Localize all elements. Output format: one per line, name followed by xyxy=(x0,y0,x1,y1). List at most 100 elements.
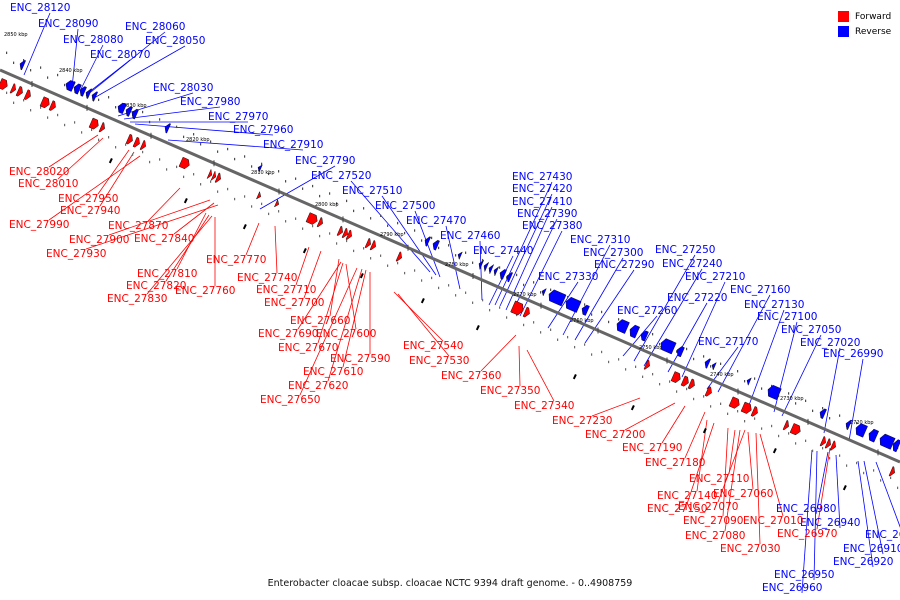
forward-gene-label: ENC_27070 xyxy=(678,501,738,513)
track-dot xyxy=(98,138,100,142)
forward-gene-label: ENC_27660 xyxy=(290,315,350,327)
track-dot xyxy=(142,150,144,154)
track-dot xyxy=(193,173,195,176)
reverse-leader-line xyxy=(350,180,431,273)
forward-leader-line xyxy=(724,429,741,532)
track-dot xyxy=(295,217,297,220)
forward-gene xyxy=(15,85,23,97)
track-dot xyxy=(669,380,671,383)
genome-backbone xyxy=(0,68,900,464)
track-dot xyxy=(370,257,372,260)
track-dot xyxy=(659,342,661,346)
reverse-gene-label: ENC_27970 xyxy=(208,111,268,123)
reverse-gene xyxy=(432,239,440,251)
track-dot xyxy=(421,279,423,282)
track-dot xyxy=(57,73,59,77)
forward-gene xyxy=(273,198,280,208)
track-dot xyxy=(846,464,848,467)
forward-gene xyxy=(9,83,16,94)
legend-item-reverse: Reverse xyxy=(838,24,891,39)
forward-gene xyxy=(395,251,402,262)
forward-leader-line xyxy=(816,447,831,530)
track-dot xyxy=(234,157,236,161)
forward-gene xyxy=(687,378,695,390)
reverse-leader-line xyxy=(717,294,771,393)
reverse-gene-label: ENC_26900 xyxy=(865,529,900,541)
reverse-gene-label: ENC_27440 xyxy=(473,245,533,257)
forward-gene xyxy=(210,170,217,182)
marker-slash xyxy=(475,325,480,331)
track-dot xyxy=(234,197,236,201)
reverse-leader-line xyxy=(547,281,579,329)
forward-gene xyxy=(341,227,348,239)
track-dot xyxy=(465,291,467,294)
reverse-leader-line xyxy=(848,358,864,442)
forward-gene xyxy=(214,172,221,183)
tick-label: 2800 kbp xyxy=(315,202,339,208)
track-dot xyxy=(897,486,899,490)
reverse-leader-line xyxy=(747,309,785,409)
track-dot xyxy=(404,271,406,275)
track-dot xyxy=(880,479,882,482)
forward-gene-label: ENC_27060 xyxy=(713,488,773,500)
track-dot xyxy=(302,187,304,190)
reverse-leader-line xyxy=(499,193,553,307)
track-dot xyxy=(13,61,15,65)
track-dot xyxy=(778,394,780,398)
forward-gene xyxy=(23,89,31,100)
reverse-gene xyxy=(164,123,172,134)
legend-label-forward: Forward xyxy=(855,11,892,22)
track-dot xyxy=(822,407,824,410)
track-dot xyxy=(720,362,722,365)
track-dot xyxy=(217,150,219,153)
forward-leader-line xyxy=(317,262,344,344)
forward-gene xyxy=(139,139,146,151)
track-dot xyxy=(659,382,661,386)
forward-leader-line xyxy=(759,433,784,517)
forward-gene xyxy=(789,423,801,436)
reverse-gene-label: ENC_27100 xyxy=(757,311,817,323)
forward-leader-line xyxy=(57,137,104,180)
track-dot xyxy=(329,232,331,235)
track-dot xyxy=(523,323,525,327)
reverse-gene-label: ENC_27420 xyxy=(512,183,572,195)
track-dot xyxy=(251,165,253,168)
track-dot xyxy=(176,125,178,129)
reverse-gene-label: ENC_27290 xyxy=(594,259,654,271)
track-dot xyxy=(516,273,518,277)
reverse-gene xyxy=(581,304,590,316)
forward-leader-line xyxy=(108,199,211,236)
track-dot xyxy=(193,133,195,136)
reverse-gene-label: ENC_26920 xyxy=(833,556,893,568)
track-dot xyxy=(472,301,474,304)
reverse-gene xyxy=(548,289,567,307)
forward-gene-label: ENC_27990 xyxy=(9,219,69,231)
reverse-gene xyxy=(855,423,868,438)
marker-slash xyxy=(302,248,307,254)
track-dot xyxy=(465,251,467,254)
reverse-gene-label: ENC_26940 xyxy=(800,517,860,529)
track-dot xyxy=(421,239,423,242)
track-dot xyxy=(778,434,780,438)
legend-label-reverse: Reverse xyxy=(855,26,892,37)
track-dot xyxy=(438,246,440,250)
track-dot xyxy=(380,254,382,257)
track-dot xyxy=(346,199,348,203)
reverse-gene xyxy=(868,428,880,443)
forward-gene xyxy=(522,306,530,318)
forward-gene xyxy=(670,371,681,383)
track-dot xyxy=(108,136,110,139)
track-dot xyxy=(74,121,76,124)
forward-gene xyxy=(0,78,8,90)
track-dot xyxy=(839,414,841,417)
track-dot xyxy=(47,116,49,119)
track-dot xyxy=(720,402,722,405)
reverse-gene xyxy=(879,433,896,450)
track-dot xyxy=(608,360,610,364)
track-dot xyxy=(353,249,355,253)
forward-gene-label: ENC_27530 xyxy=(409,355,469,367)
forward-gene-label: ENC_27770 xyxy=(206,254,266,266)
forward-gene xyxy=(888,466,895,477)
track-dot xyxy=(268,172,270,176)
